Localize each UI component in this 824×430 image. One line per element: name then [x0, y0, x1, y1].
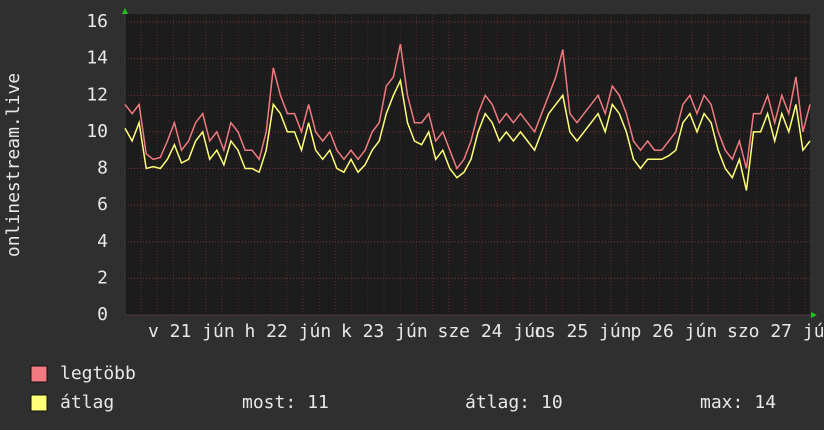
x-tick-label: p 26 jún [631, 321, 718, 342]
legend-label: átlag [60, 392, 114, 413]
stat-value: 14 [754, 392, 776, 413]
x-tick-label: h 22 jún [245, 321, 332, 342]
y-tick-label: 16 [86, 11, 108, 32]
x-arrow [811, 312, 817, 318]
x-tick-label: sze 24 jún [438, 321, 546, 342]
stat: most: 11 [242, 392, 329, 413]
y-tick-label: 14 [86, 48, 108, 69]
x-tick-label: k 23 jún [341, 321, 428, 342]
stat-label: átlag: [465, 392, 530, 413]
legend-label: legtöbb [60, 363, 136, 384]
x-tick-label: v 21 jún [148, 321, 235, 342]
stat-label: most: [242, 392, 296, 413]
x-tick-label: cs 25 jún [534, 321, 632, 342]
stat: max: 14 [700, 392, 776, 413]
y-tick-label: 4 [97, 231, 108, 252]
y-tick-label: 2 [97, 267, 108, 288]
legend-swatch [30, 365, 48, 383]
y-tick-label: 8 [97, 158, 108, 179]
y-arrow [122, 8, 128, 14]
series-line [124, 43, 811, 171]
y-tick-label: 12 [86, 84, 108, 105]
y-tick-label: 6 [97, 194, 108, 215]
stat-value: 11 [307, 392, 329, 413]
stat-value: 10 [541, 392, 563, 413]
legend-swatch [30, 394, 48, 412]
stat: átlag: 10 [465, 392, 563, 413]
stat-label: max: [700, 392, 743, 413]
y-tick-label: 0 [97, 304, 108, 325]
y-axis-label: onlinestream.live [3, 73, 24, 257]
y-tick-label: 10 [86, 121, 108, 142]
x-tick-label: szo 27 jún [727, 321, 824, 342]
series-line [124, 78, 811, 191]
